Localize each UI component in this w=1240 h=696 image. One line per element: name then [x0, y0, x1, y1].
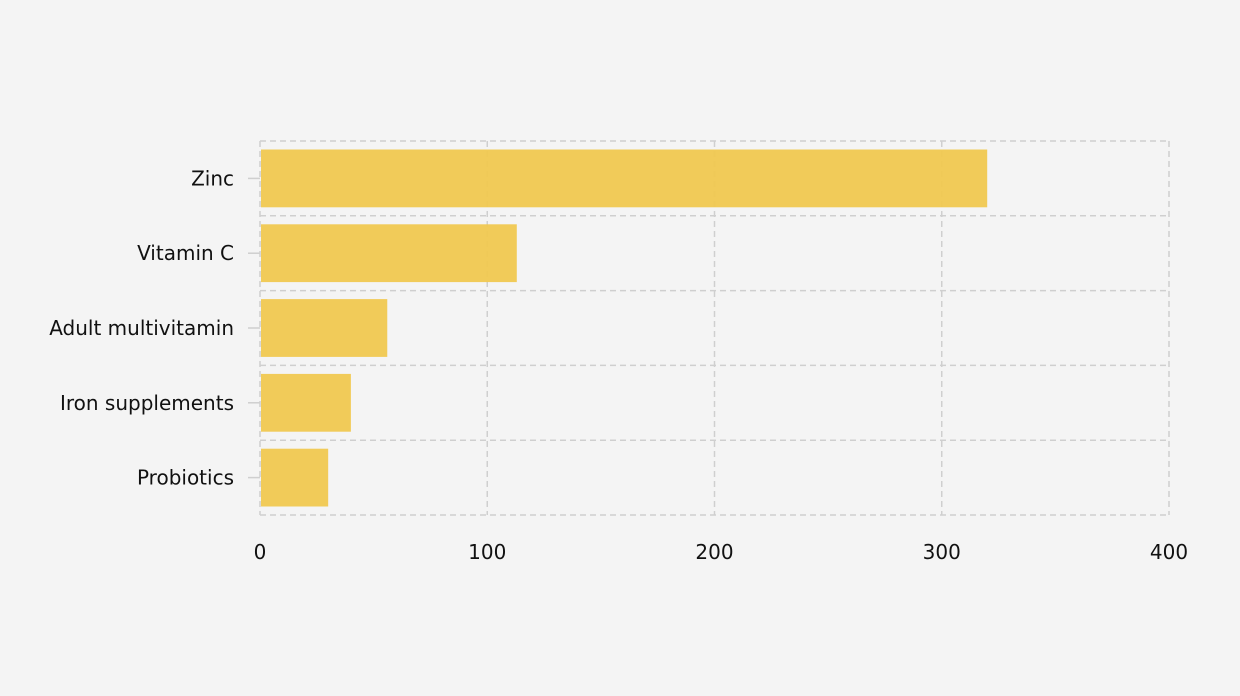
y-tick-label: Zinc [191, 166, 234, 190]
x-tick-label: 100 [468, 540, 506, 564]
x-tick-label: 200 [695, 540, 733, 564]
y-tick-label: Adult multivitamin [49, 316, 234, 340]
y-tick-label: Iron supplements [60, 391, 234, 415]
x-axis: 0 100 200 300 400 [254, 540, 1188, 564]
bar-vitamin-c [261, 224, 517, 283]
bar-zinc [261, 149, 988, 208]
y-tick-label: Probiotics [137, 466, 234, 490]
y-axis: Zinc Vitamin C Adult multivitamin Iron supp… [49, 166, 260, 490]
x-tick-label: 300 [923, 540, 961, 564]
bars [261, 149, 988, 507]
x-tick-label: 0 [254, 540, 267, 564]
bar-adult-multivitamin [261, 299, 388, 357]
bar-iron-supplements [261, 373, 351, 432]
bar-probiotics [261, 448, 329, 507]
x-tick-label: 400 [1150, 540, 1188, 564]
y-tick-label: Vitamin C [137, 241, 234, 265]
